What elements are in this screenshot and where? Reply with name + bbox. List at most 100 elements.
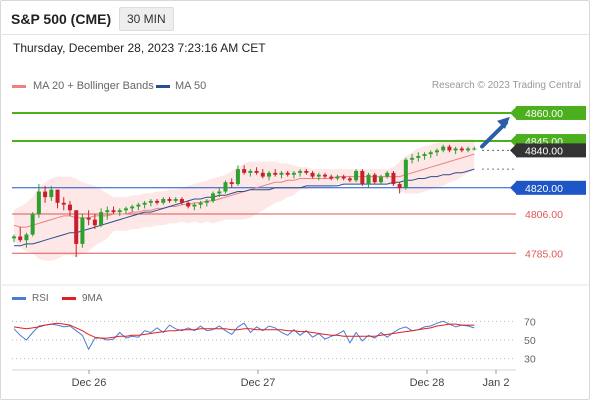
candle-body (86, 217, 91, 220)
osc-tick-label-30: 30 (524, 354, 536, 366)
candle-body (453, 148, 458, 151)
legend-label-ma20: MA 20 + Bollinger Bands (33, 80, 154, 92)
x-tick-label: Dec 26 (72, 377, 107, 389)
candle-body (30, 214, 35, 235)
candle-body (304, 170, 309, 173)
candle-body (80, 217, 85, 244)
candle-body (217, 191, 222, 194)
candle-body (472, 148, 477, 150)
candle-body (397, 184, 402, 188)
price-tag-text: 4860.00 (525, 108, 563, 120)
candle-body (36, 191, 41, 214)
candle-body (198, 202, 203, 205)
x-tick-label: Dec 27 (241, 377, 276, 389)
candle-body (260, 172, 265, 177)
candle-body (49, 189, 54, 198)
legend-swatch-ma20 (12, 85, 26, 88)
candle-body (323, 174, 327, 177)
candle-body (410, 157, 415, 160)
x-tick-label: Dec 28 (410, 377, 445, 389)
credit-text: Research © 2023 Trading Central (431, 80, 581, 91)
candle-body (341, 176, 346, 179)
candle-body (204, 200, 209, 203)
candle-body (223, 182, 228, 192)
candle-body (291, 172, 296, 175)
candle-body (254, 170, 259, 173)
9ma-line (13, 322, 475, 339)
timestamp: Thursday, December 28, 2023 7:23:16 AM C… (13, 41, 266, 55)
candle-body (267, 172, 272, 177)
candle-body (273, 172, 278, 175)
candle-body (360, 170, 365, 185)
projection-arrow-shaft (480, 120, 508, 149)
price-tag-4840.00: 4840.00 (510, 143, 586, 158)
candle-body (130, 206, 135, 209)
price-tag-text: 4840.00 (525, 145, 563, 157)
candle-body (416, 156, 421, 158)
candle-body (316, 174, 321, 177)
candle-body (459, 148, 464, 151)
legend-label-ma50: MA 50 (175, 80, 207, 92)
projection-arrow-head (497, 116, 510, 129)
candle-body (155, 200, 160, 203)
candle-body (235, 169, 240, 185)
candle-body (211, 193, 216, 201)
candle-body (61, 202, 66, 205)
candle-body (329, 176, 334, 179)
candle-body (279, 172, 284, 175)
price-tag-box (516, 143, 586, 158)
candles-group (12, 144, 477, 258)
bollinger-band (14, 139, 475, 261)
candle-body (466, 148, 471, 151)
candle-body (385, 172, 390, 177)
x-tick-label: Jan 2 (483, 377, 510, 389)
price-tag-pointer (510, 106, 516, 119)
legend-label-9ma: 9MA (82, 293, 103, 304)
candle-body (99, 212, 104, 226)
price-tag-4860.00: 4860.00 (510, 105, 586, 120)
candle-body (447, 146, 452, 151)
candle-body (55, 189, 60, 203)
candle-body (335, 176, 340, 179)
candle-body (298, 170, 303, 173)
candle-body (167, 199, 172, 201)
candle-body (123, 208, 128, 211)
candle-body (173, 199, 178, 201)
candle-body (391, 172, 396, 185)
candle-body (18, 236, 23, 241)
candle-body (441, 146, 446, 151)
price-tag-pointer (510, 135, 516, 148)
candle-body (67, 204, 72, 211)
candle-body (347, 178, 352, 181)
price-tag-box (516, 105, 586, 120)
candle-body (192, 204, 197, 207)
candle-body (105, 210, 110, 213)
candle-body (92, 219, 97, 226)
candle-body (229, 182, 234, 185)
candle-body (366, 174, 371, 185)
legend-label-rsi: RSI (32, 293, 49, 304)
candle-body (12, 236, 16, 239)
legend-swatch-rsi (12, 297, 26, 300)
candle-body (148, 200, 153, 203)
candle-body (248, 170, 253, 173)
interval-button[interactable]: 30 MIN (119, 7, 174, 31)
candle-body (186, 202, 191, 207)
candle-body (422, 154, 427, 156)
candle-body (161, 199, 166, 203)
candle-body (111, 210, 116, 213)
ma50-line (14, 168, 475, 247)
candle-body (285, 172, 290, 175)
header-divider (0, 34, 590, 35)
candle-body (428, 152, 433, 155)
rsi-line (13, 320, 475, 351)
legend-swatch-ma50 (156, 85, 170, 88)
candle-body (403, 159, 408, 188)
candle-body (378, 176, 383, 183)
price-tag-pointer (510, 144, 516, 157)
legend-swatch-9ma (62, 297, 76, 300)
candle-body (310, 172, 315, 177)
candle-body (354, 170, 359, 181)
price-tag-box (516, 180, 586, 195)
